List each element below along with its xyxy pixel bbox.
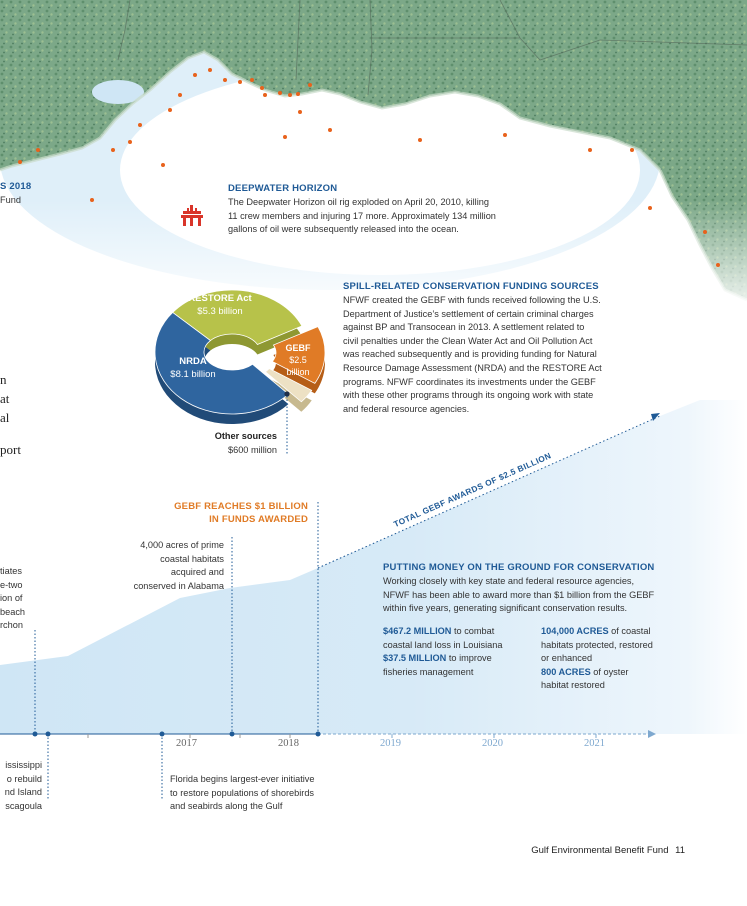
cut-serif-line: n xyxy=(0,372,7,387)
florida-line: and seabirds along the Gulf xyxy=(170,801,283,812)
restore-value: $5.3 billion xyxy=(197,306,243,317)
stat-text: habitat restored xyxy=(541,680,605,691)
other-sources-label: Other sources $600 million xyxy=(180,430,277,457)
gebf-value: $2.5 xyxy=(289,355,307,365)
putting-money-line: NFWF has been able to award more than $1… xyxy=(383,589,655,600)
stat-text: of oyster xyxy=(590,666,629,677)
gebf-milestone: GEBF REACHES $1 BILLION IN FUNDS AWARDED xyxy=(150,500,308,526)
stat-louisiana: $467.2 MILLION to combat xyxy=(383,625,503,639)
stat-text: to combat xyxy=(451,626,495,636)
funding-sources-title: SPILL-RELATED CONSERVATION FUNDING SOURC… xyxy=(343,281,599,292)
year-2020: 2020 xyxy=(482,738,503,749)
restore-label: RESTORE Act $5.3 billion xyxy=(175,292,265,318)
restore-slice xyxy=(172,289,303,345)
cut-serif-line: al xyxy=(0,410,10,425)
cut-bottom-text: ississippi o rebuild nd Island scagoula xyxy=(0,759,42,813)
deepwater-title: DEEPWATER HORIZON xyxy=(228,183,338,194)
putting-money-text: Working closely with key state and feder… xyxy=(383,575,654,616)
funding-sources-line: Resource Damage Assessment (NRDA) and th… xyxy=(343,362,602,373)
alabama-line: 4,000 acres of prime xyxy=(140,540,224,550)
deepwater-line: 11 crew members and injuring 17 more. Ap… xyxy=(228,210,496,221)
stat-value: 104,000 ACRES xyxy=(541,626,609,636)
deepwater-line: The Deepwater Horizon oil rig exploded o… xyxy=(228,197,489,207)
alabama-line: acquired and xyxy=(170,567,224,578)
deepwater-line: gallons of oil were subsequently release… xyxy=(228,224,459,235)
restore-name: RESTORE Act xyxy=(188,293,252,304)
nrda-name: NRDA xyxy=(179,356,207,367)
florida-milestone: Florida begins largest-ever initiative t… xyxy=(170,773,315,814)
deepwater-text: The Deepwater Horizon oil rig exploded o… xyxy=(228,196,496,237)
other-sources-leader-line xyxy=(284,391,290,454)
cut-line: scagoula xyxy=(5,800,42,811)
cut-serif-line: port xyxy=(0,442,21,457)
stat-acres: 104,000 ACRES of coastal xyxy=(541,625,653,639)
page-number: 11 xyxy=(675,845,685,856)
oil-rig-icon xyxy=(181,205,203,226)
florida-line: to restore populations of shorebirds xyxy=(170,787,315,798)
page-footer: Gulf Environmental Benefit Fund 11 xyxy=(480,845,685,856)
funding-sources-text: NFWF created the GEBF with funds receive… xyxy=(343,294,602,416)
stat-text: or enhanced xyxy=(541,653,593,664)
stat-fisheries: $37.5 MILLION to improve xyxy=(383,652,503,666)
stats-column-right: 104,000 ACRES of coastal habitats protec… xyxy=(541,625,653,693)
gebf-milestone-line: IN FUNDS AWARDED xyxy=(209,514,308,525)
nrda-slice xyxy=(154,311,290,415)
year-2018: 2018 xyxy=(278,738,299,749)
stat-text: habitats protected, restored xyxy=(541,639,653,650)
alabama-milestone: 4,000 acres of prime coastal habitats ac… xyxy=(100,539,224,593)
funding-sources-line: Department of Justice’s settlement of ce… xyxy=(343,308,594,319)
stat-value: $37.5 MILLION xyxy=(383,653,447,664)
florida-line: Florida begins largest-ever initiative xyxy=(170,774,315,784)
funding-donut-chart xyxy=(154,289,326,424)
cut-line: rchon xyxy=(0,620,23,631)
cut-serif-line: at xyxy=(0,391,10,406)
cut-line: ississippi xyxy=(5,760,42,770)
stats-column-left: $467.2 MILLION to combat coastal land lo… xyxy=(383,625,503,679)
putting-money-title: PUTTING MONEY ON THE GROUND FOR CONSERVA… xyxy=(383,562,655,573)
cut-line: ion of xyxy=(0,593,23,604)
gebf-name: GEBF xyxy=(285,343,311,353)
stat-text: fisheries management xyxy=(383,666,474,677)
cut-line: o rebuild xyxy=(6,773,42,784)
year-2019: 2019 xyxy=(380,738,401,749)
gebf-label: GEBF $2.5 billion xyxy=(275,342,321,378)
gebf-slice xyxy=(271,326,326,384)
nrda-label: NRDA $8.1 billion xyxy=(158,355,228,381)
stat-text: coastal land loss in Louisiana xyxy=(383,639,503,650)
other-sources-name: Other sources xyxy=(214,431,277,441)
cut-line: nd Island xyxy=(4,787,42,798)
other-sources-slice xyxy=(264,368,313,403)
gebf-value-unit: billion xyxy=(286,367,310,377)
cut-line: tiates xyxy=(0,566,22,576)
stat-value: 800 ACRES xyxy=(541,666,591,677)
other-sources-value: $600 million xyxy=(227,444,277,455)
footer-publication: Gulf Environmental Benefit Fund xyxy=(531,845,669,856)
putting-money-line: within five years, generating significan… xyxy=(383,603,628,614)
alabama-line: coastal habitats xyxy=(160,553,224,564)
funding-sources-line: and federal resource agencies. xyxy=(343,403,470,414)
stat-text: of coastal xyxy=(608,626,651,636)
stat-value: $467.2 MILLION xyxy=(383,626,452,636)
funding-sources-line: against BP and Transocean in 2013. A set… xyxy=(343,322,585,333)
year-2017: 2017 xyxy=(176,738,197,749)
cut-line: beach xyxy=(0,606,26,617)
stat-text: to improve xyxy=(446,653,492,664)
funding-sources-line: civil penalties under the Clean Water Ac… xyxy=(343,335,593,346)
gulf-coast-map xyxy=(0,0,747,320)
stat-oyster: 800 ACRES of oyster xyxy=(541,666,653,680)
cut-mid-text: tiates e-two ion of beach rchon xyxy=(0,565,25,633)
alabama-line: conserved in Alabama xyxy=(133,580,224,591)
cut-line: e-two xyxy=(0,579,23,590)
year-2021: 2021 xyxy=(584,738,605,749)
awards-area-graphic xyxy=(0,400,747,800)
funding-sources-line: programs. NFWF coordinates its investmen… xyxy=(343,376,596,387)
gebf-milestone-line: GEBF REACHES $1 BILLION xyxy=(174,501,308,512)
putting-money-line: Working closely with key state and feder… xyxy=(383,576,635,586)
funding-sources-line: NFWF created the GEBF with funds receive… xyxy=(343,295,601,305)
cut-heading-2018: S 2018 xyxy=(0,181,32,192)
nrda-value: $8.1 billion xyxy=(170,369,216,380)
funding-sources-line: with these other programs through its on… xyxy=(343,390,594,401)
cut-text-fund: Fund xyxy=(0,195,21,205)
funding-sources-line: was reached subsequently and is providin… xyxy=(343,349,597,360)
